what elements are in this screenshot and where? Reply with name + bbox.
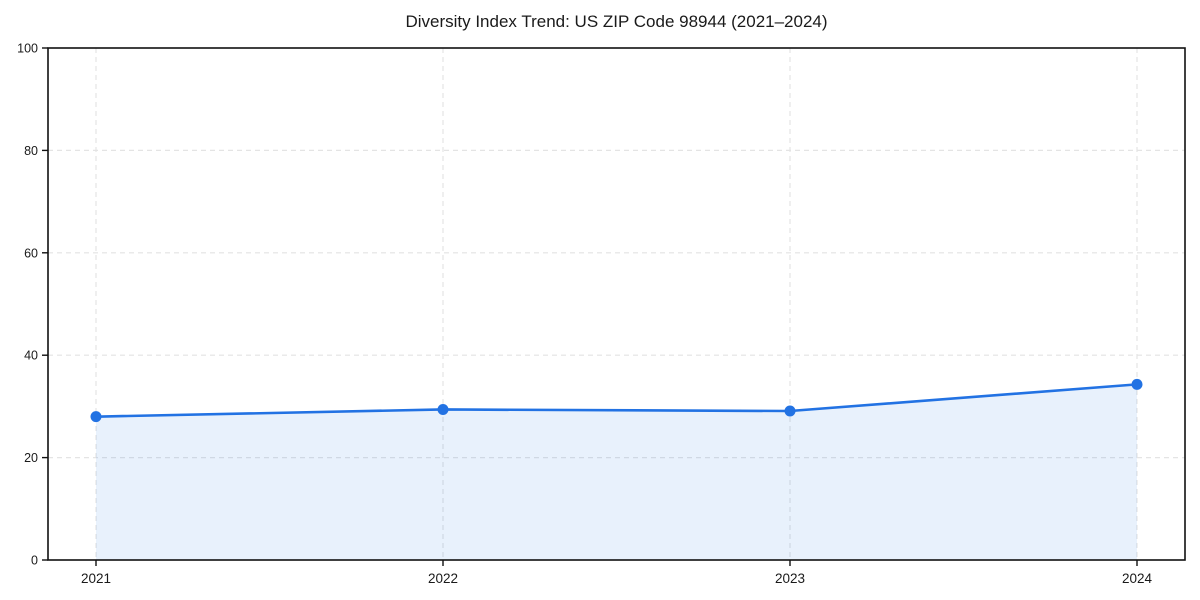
- y-tick-label: 0: [31, 554, 38, 568]
- data-point-2021: [90, 411, 102, 423]
- y-tick-label: 80: [24, 144, 38, 158]
- x-tick-label: 2021: [81, 571, 111, 586]
- x-tick-label: 2024: [1122, 571, 1153, 586]
- y-tick-label: 40: [24, 349, 38, 363]
- data-point-2022: [437, 403, 449, 415]
- y-tick-label: 60: [24, 246, 38, 260]
- chart-title: Diversity Index Trend: US ZIP Code 98944…: [405, 12, 828, 31]
- x-tick-label: 2022: [428, 571, 458, 586]
- y-tick-label: 100: [17, 42, 38, 56]
- plot-frame: [47, 47, 1186, 561]
- x-tick-label: 2023: [775, 571, 805, 586]
- data-point-2023: [784, 405, 796, 417]
- area-fill: [96, 384, 1137, 560]
- trend-line: [94, 383, 1139, 418]
- y-tick-label: 20: [24, 451, 38, 465]
- data-point-2024: [1131, 378, 1143, 390]
